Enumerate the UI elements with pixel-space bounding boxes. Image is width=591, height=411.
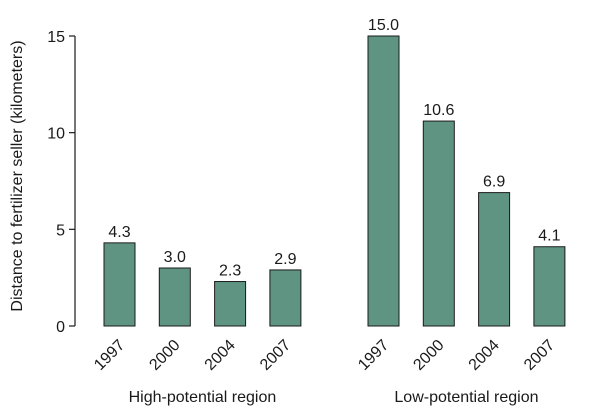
bar bbox=[158, 267, 191, 327]
y-ticks: 0 5 10 15 bbox=[47, 29, 75, 336]
y-axis-title: Distance to fertilizer seller (kilometer… bbox=[9, 40, 26, 311]
x-tick-label: 2000 bbox=[146, 337, 183, 374]
y-tick-label: 5 bbox=[56, 222, 65, 239]
bar-value-label: 6.9 bbox=[483, 174, 505, 191]
bar bbox=[103, 242, 136, 327]
bar-value-label: 2.9 bbox=[274, 251, 296, 268]
bar bbox=[422, 120, 455, 327]
x-tick-label: 1997 bbox=[355, 337, 392, 374]
y-tick-label: 15 bbox=[47, 29, 65, 46]
y-tick-label: 10 bbox=[47, 126, 65, 143]
bar bbox=[478, 192, 511, 327]
bar-value-label: 2.3 bbox=[219, 263, 241, 280]
x-tick-label: 1997 bbox=[91, 337, 128, 374]
bar bbox=[533, 246, 566, 327]
bars-layer bbox=[103, 35, 566, 327]
x-tick-label: 2004 bbox=[202, 337, 239, 374]
x-tick-label: 2000 bbox=[410, 337, 447, 374]
x-tick-label: 2007 bbox=[257, 337, 294, 374]
bar-value-label: 15.0 bbox=[368, 17, 399, 34]
bar bbox=[367, 35, 400, 327]
bar-value-label: 4.3 bbox=[108, 224, 130, 241]
x-tick-label: 2004 bbox=[466, 337, 503, 374]
bar-value-label: 3.0 bbox=[164, 249, 186, 266]
bar bbox=[214, 281, 247, 327]
group-label: Low-potential region bbox=[394, 389, 538, 406]
bar bbox=[269, 269, 302, 327]
y-tick-label: 0 bbox=[56, 319, 65, 336]
bar-value-label: 10.6 bbox=[423, 102, 454, 119]
x-tick-label: 2007 bbox=[521, 337, 558, 374]
bar-value-label: 4.1 bbox=[538, 228, 560, 245]
group-label: High-potential region bbox=[129, 389, 277, 406]
